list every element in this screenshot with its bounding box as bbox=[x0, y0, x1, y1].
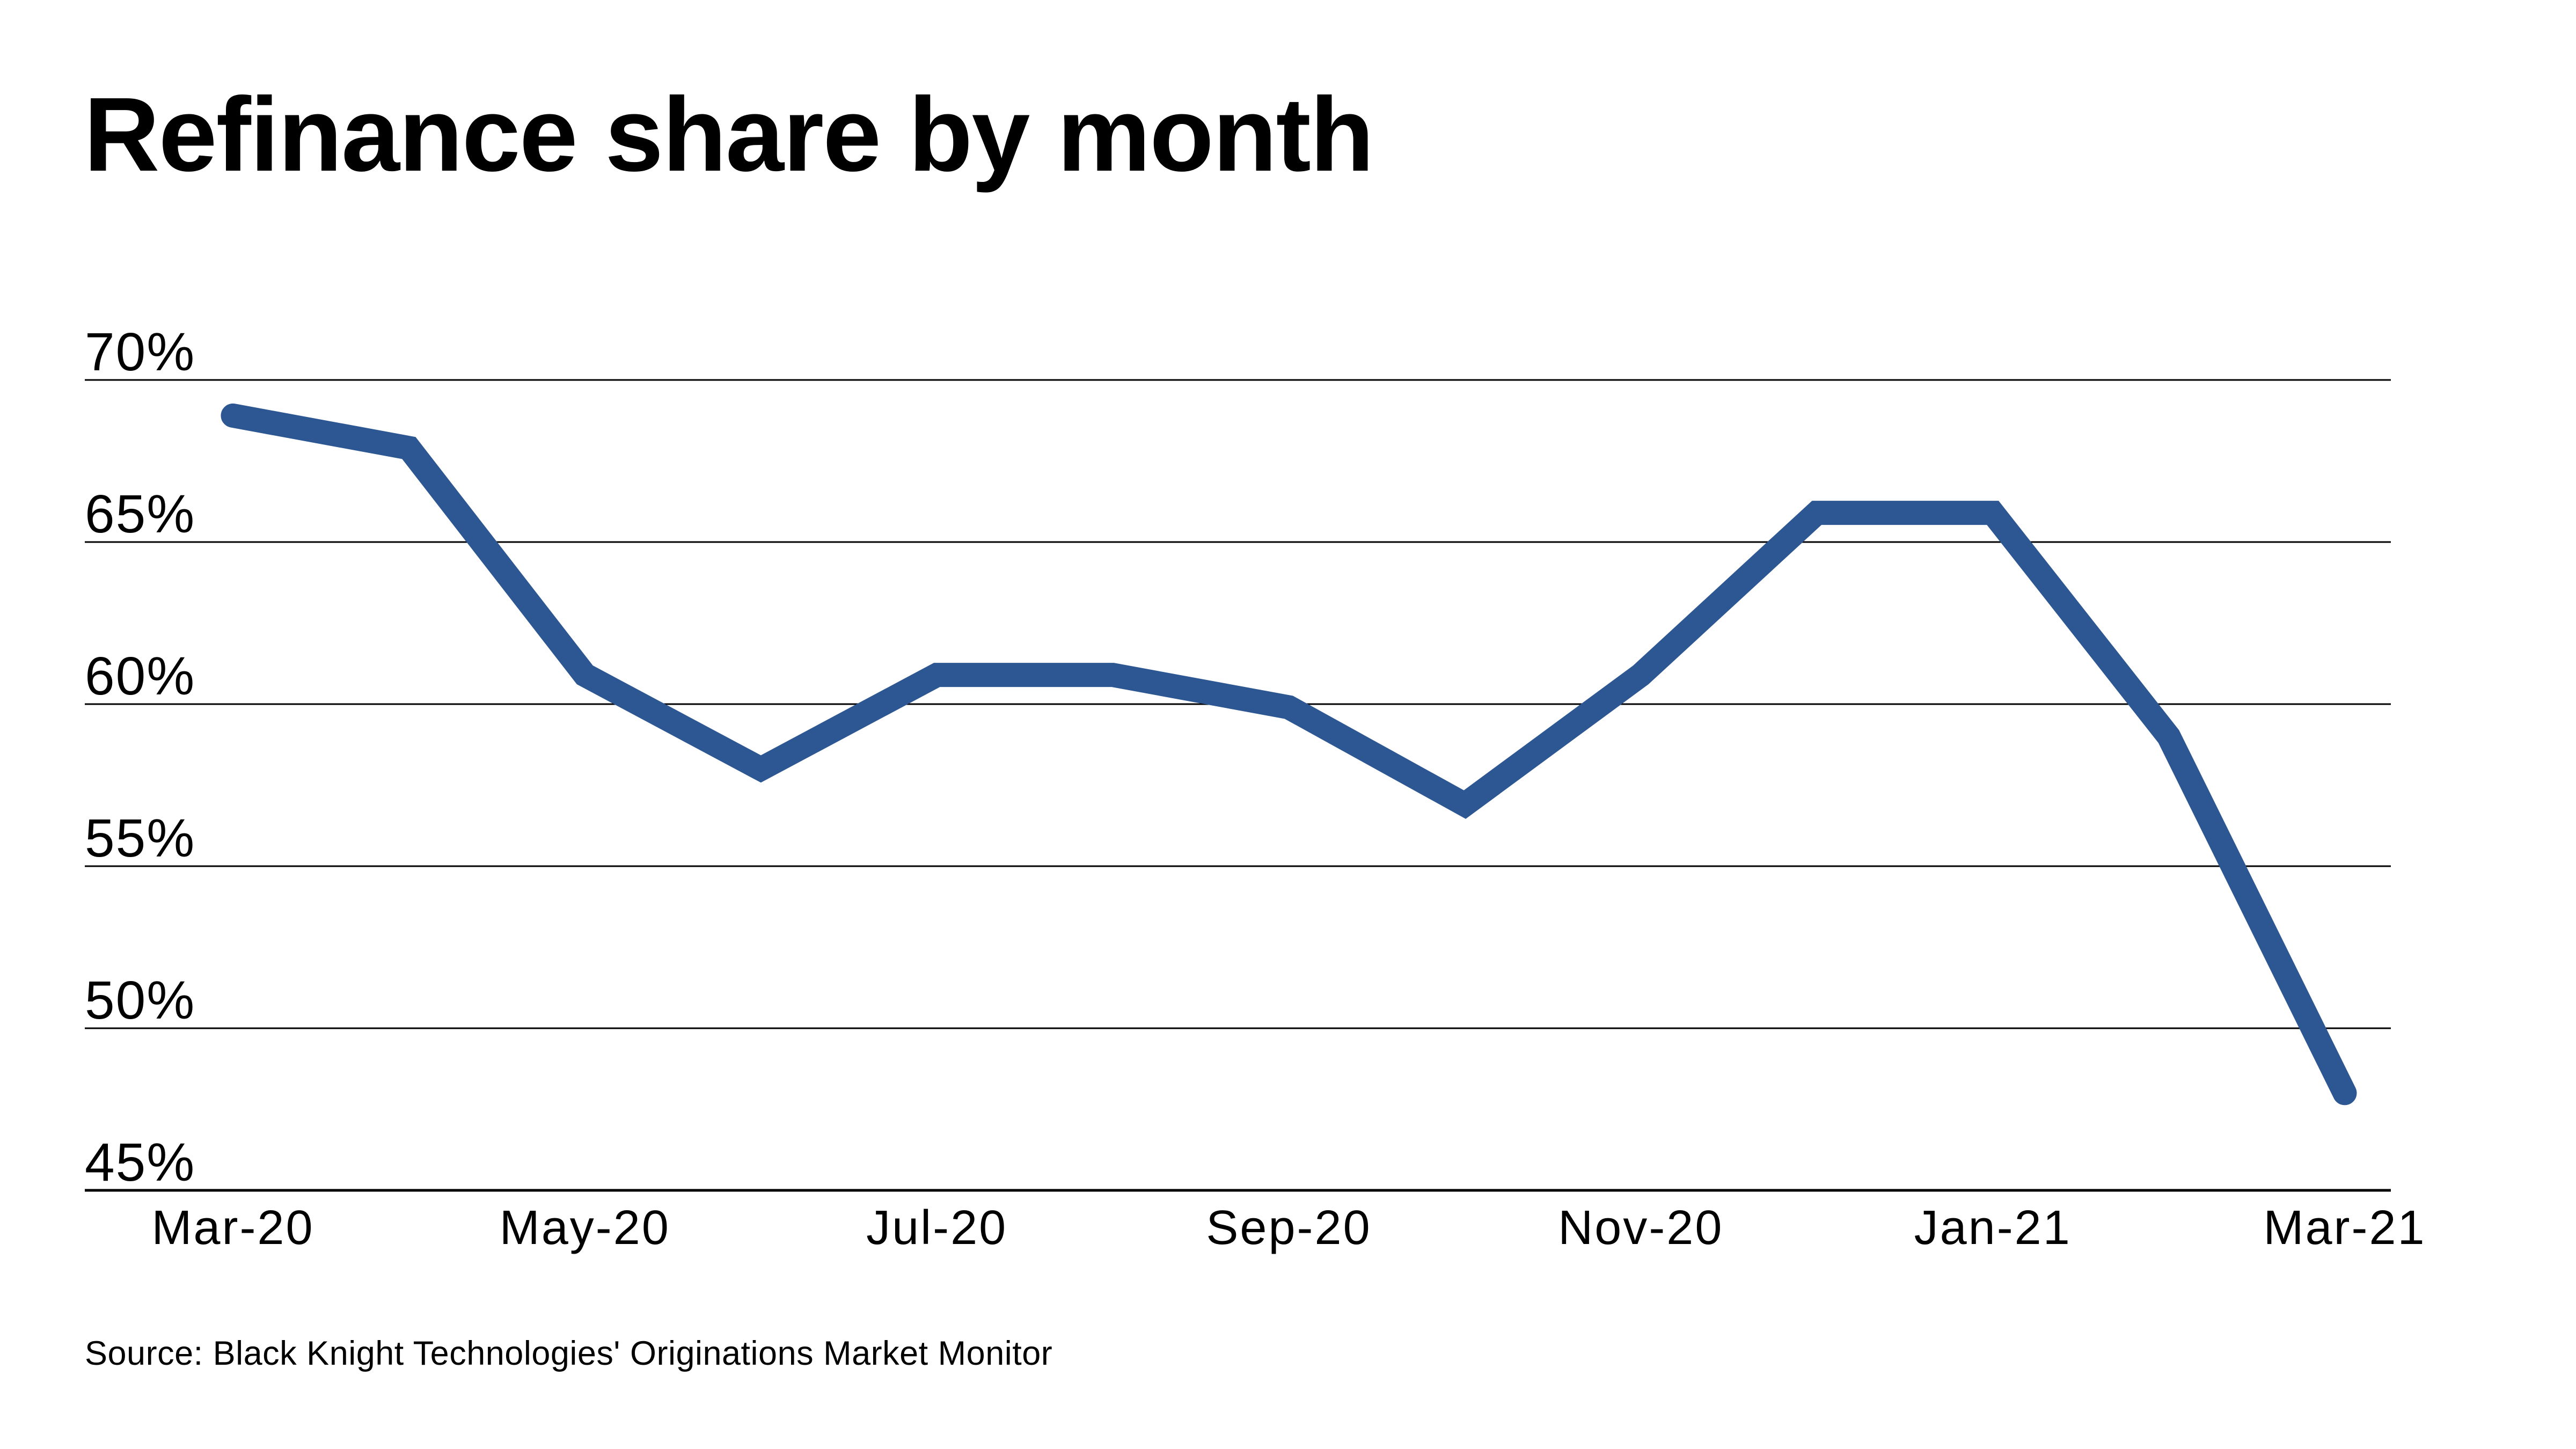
series-group bbox=[221, 403, 2357, 1106]
y-axis-tick-label: 65% bbox=[85, 484, 195, 544]
y-axis-tick-label: 50% bbox=[85, 970, 195, 1030]
y-axis-tick-label: 70% bbox=[85, 322, 195, 382]
chart-title: Refinance share by month bbox=[84, 76, 1373, 193]
y-axis-labels-group: 70% 65% 60% 55% 50% 45% bbox=[85, 322, 195, 1192]
source-note: Source: Black Knight Technologies' Origi… bbox=[85, 1335, 1052, 1372]
x-axis-tick-label: Nov-20 bbox=[1558, 1201, 1723, 1255]
gridlines-group bbox=[85, 379, 2391, 1192]
x-axis-labels-group: Mar-20 May-20 Jul-20 Sep-20 Nov-20 Jan-21 Mar-… bbox=[151, 1201, 2426, 1255]
y-axis-tick-label: 60% bbox=[85, 646, 195, 706]
x-axis-tick-label: Mar-21 bbox=[2264, 1201, 2426, 1255]
x-axis-tick-label: Jul-20 bbox=[866, 1201, 1007, 1255]
x-axis-tick-label: Jan-21 bbox=[1914, 1201, 2072, 1255]
y-axis-tick-label: 45% bbox=[85, 1132, 195, 1192]
x-axis-tick-label: Sep-20 bbox=[1206, 1201, 1371, 1255]
refinance-share-line bbox=[221, 403, 2357, 1106]
y-axis-tick-label: 55% bbox=[85, 808, 195, 868]
x-axis-tick-label: Mar-20 bbox=[151, 1201, 314, 1255]
x-axis-tick-label: May-20 bbox=[500, 1201, 670, 1255]
